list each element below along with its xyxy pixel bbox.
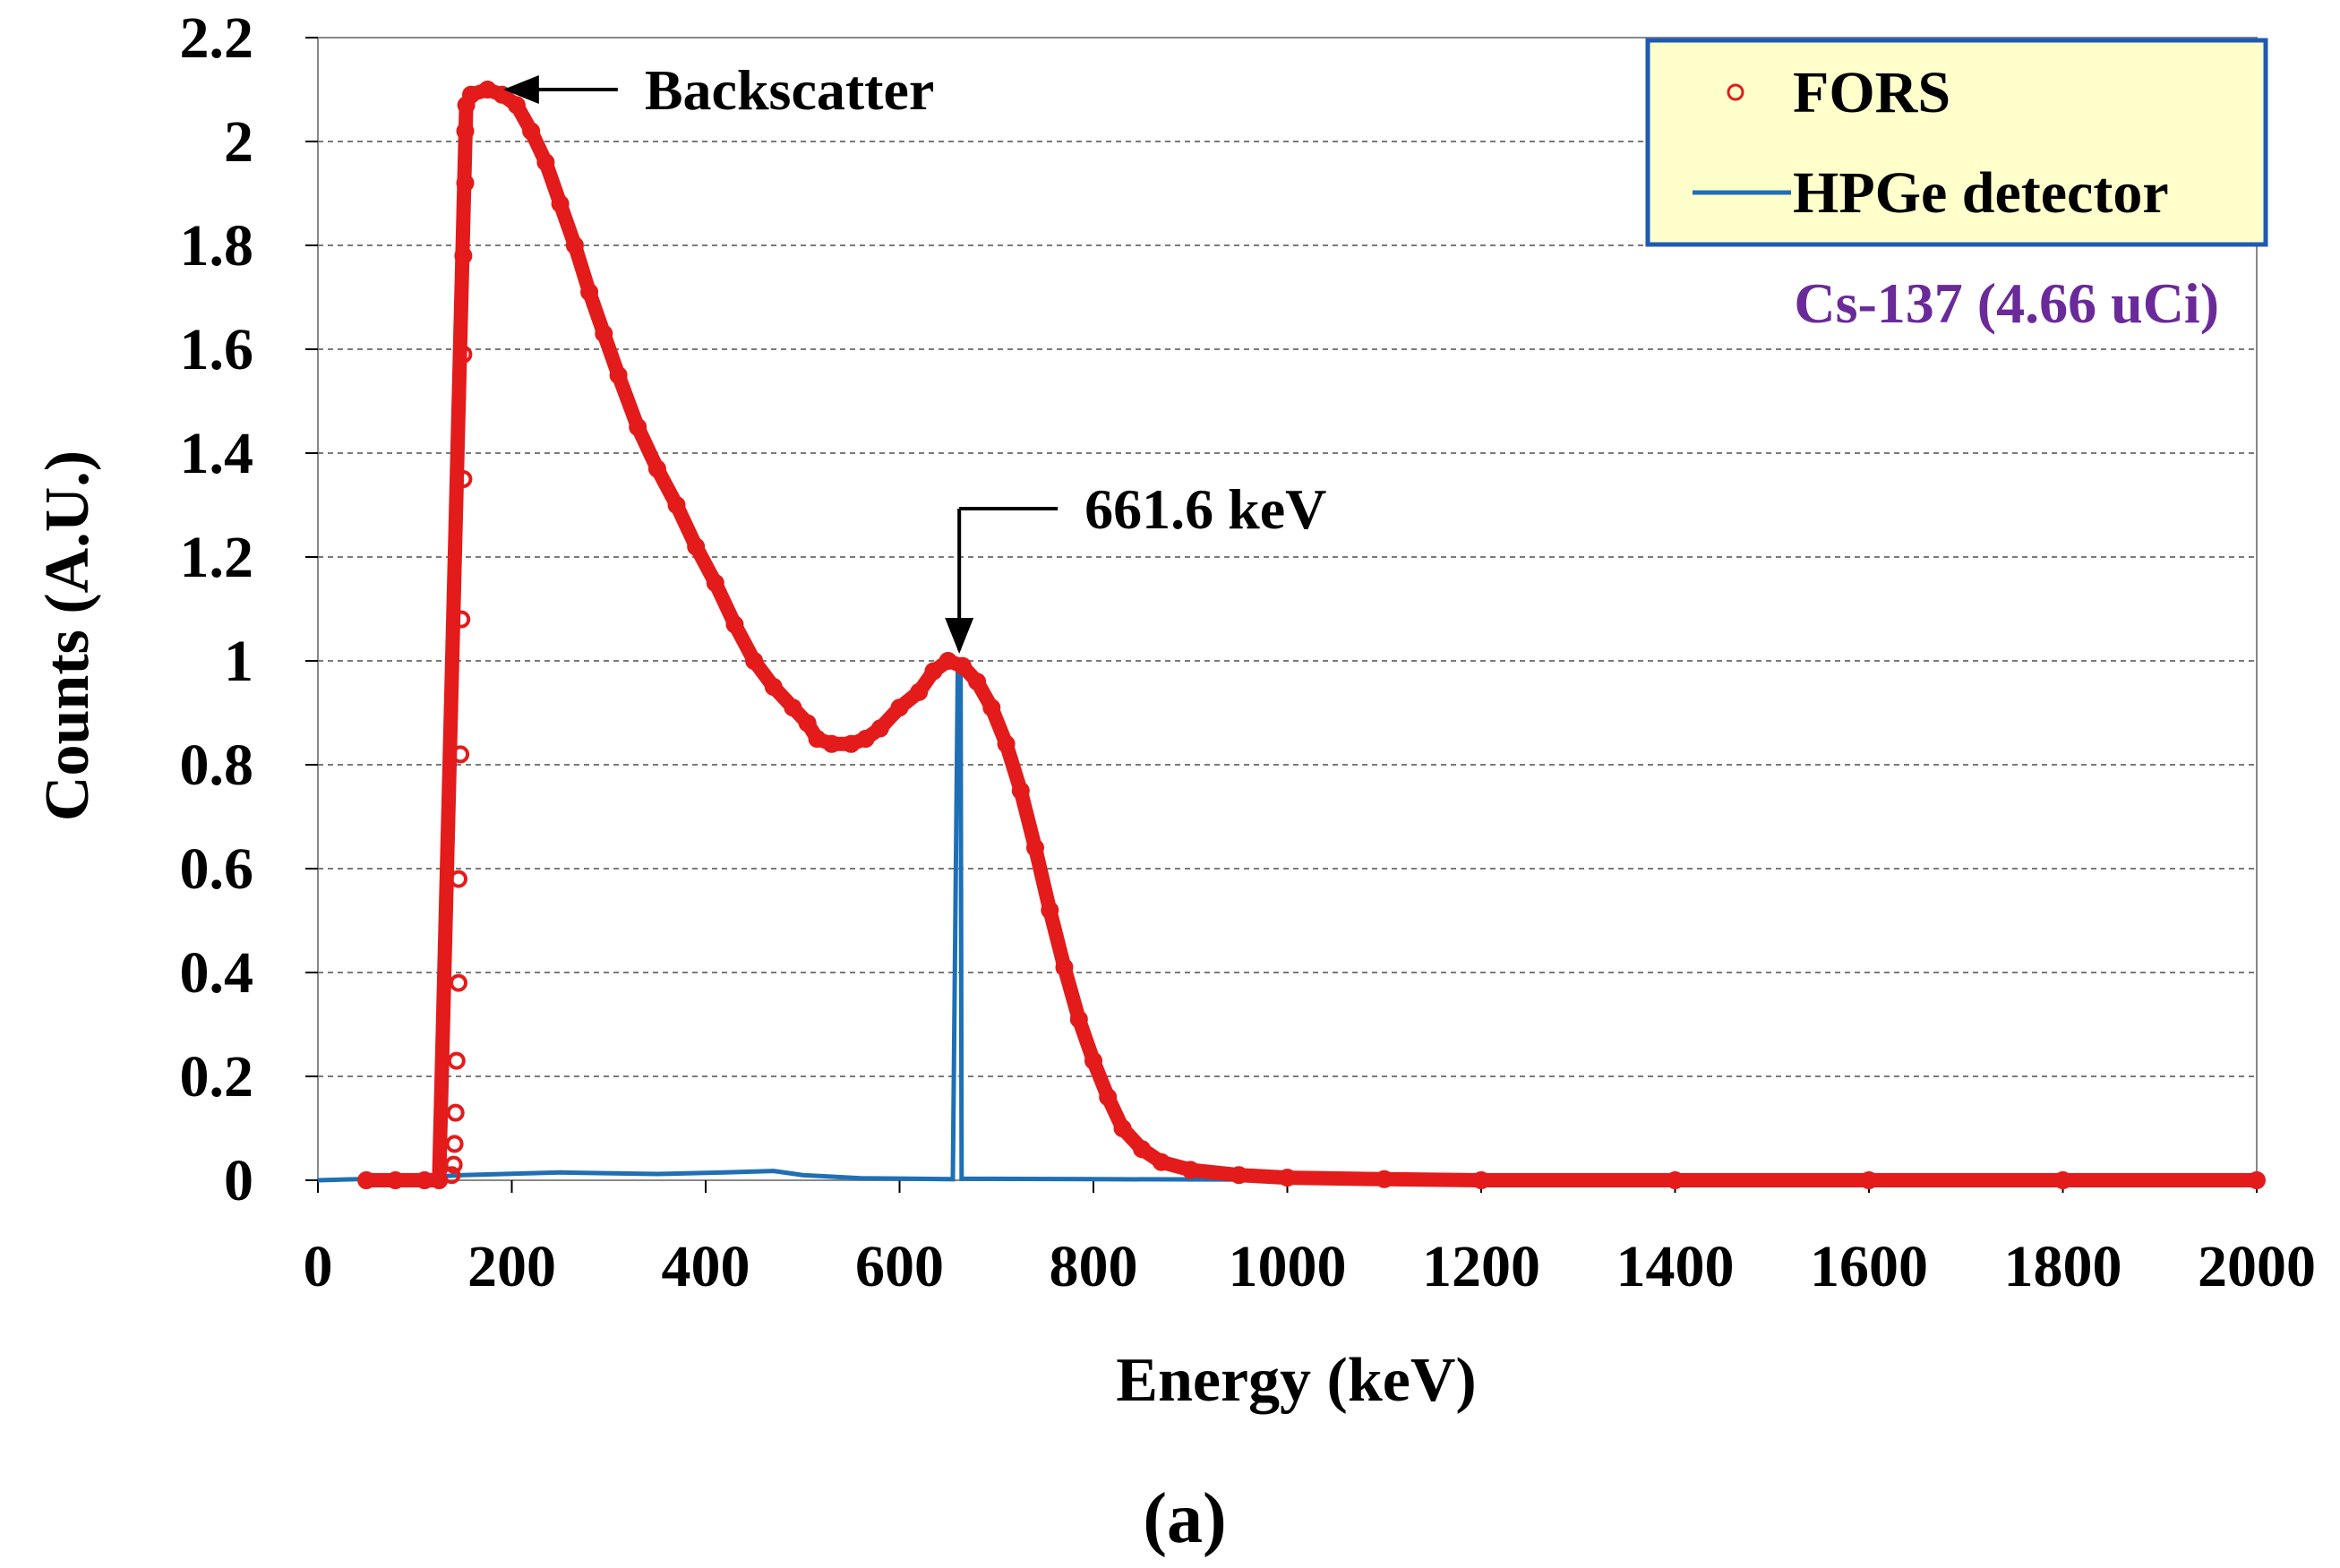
series-line-hpge-detector [317,669,1482,1183]
x-tick-label: 1600 [1810,1234,1928,1299]
fors-point [446,1103,465,1122]
y-tick-label: 1.6 [180,317,254,382]
gridlines [305,37,2258,1193]
x-tick-label: 1200 [1422,1234,1540,1299]
fors-point [450,973,467,992]
legend-label-hpge: HPGe detector [1793,160,2169,226]
y-tick-label: 0.2 [180,1044,254,1110]
x-tick-label: 0 [304,1234,333,1299]
legend-marker-fors [1727,83,1744,101]
y-tick-label: 1.8 [180,213,254,278]
x-tick-label: 600 [855,1234,944,1299]
legend-label-fors: FORS [1793,60,1950,125]
y-tick-label: 0.6 [180,836,254,902]
y-tick-label: 1 [224,629,253,694]
y-tick-label: 0.4 [180,940,254,1006]
y-axis-title: Counts (A.U.) [33,450,102,821]
y-tick-label: 2.2 [180,5,254,71]
legend: FORS HPGe detector [1645,38,2268,247]
x-tick-label: 1000 [1229,1234,1347,1299]
x-tick-label: 400 [662,1234,750,1299]
x-tick-label: 200 [467,1234,556,1299]
x-tick-label: 1800 [2004,1234,2122,1299]
y-tick-label: 0.8 [180,733,254,798]
x-axis-title: Energy (keV) [1116,1346,1476,1415]
y-tick-label: 0 [224,1148,253,1213]
x-tick-label: 800 [1050,1234,1138,1299]
annotation-661-label: 661.6 keV [1084,477,1326,541]
annotation-backscatter-label: Backscatter [645,58,934,122]
x-tick-label: 2000 [2198,1234,2316,1299]
fors-point [447,1051,466,1070]
series-trace-fors [359,82,2264,1187]
source-label: Cs-137 (4.66 uCi) [1794,271,2219,335]
y-tick-label: 1.4 [180,421,254,486]
y-tick-label: 1.2 [180,525,254,590]
fors-point [445,1135,464,1153]
legend-box [1645,38,2268,247]
x-tick-label: 1400 [1616,1234,1735,1299]
y-tick-label: 2 [224,109,253,175]
panel-label: (a) [1143,1479,1226,1558]
